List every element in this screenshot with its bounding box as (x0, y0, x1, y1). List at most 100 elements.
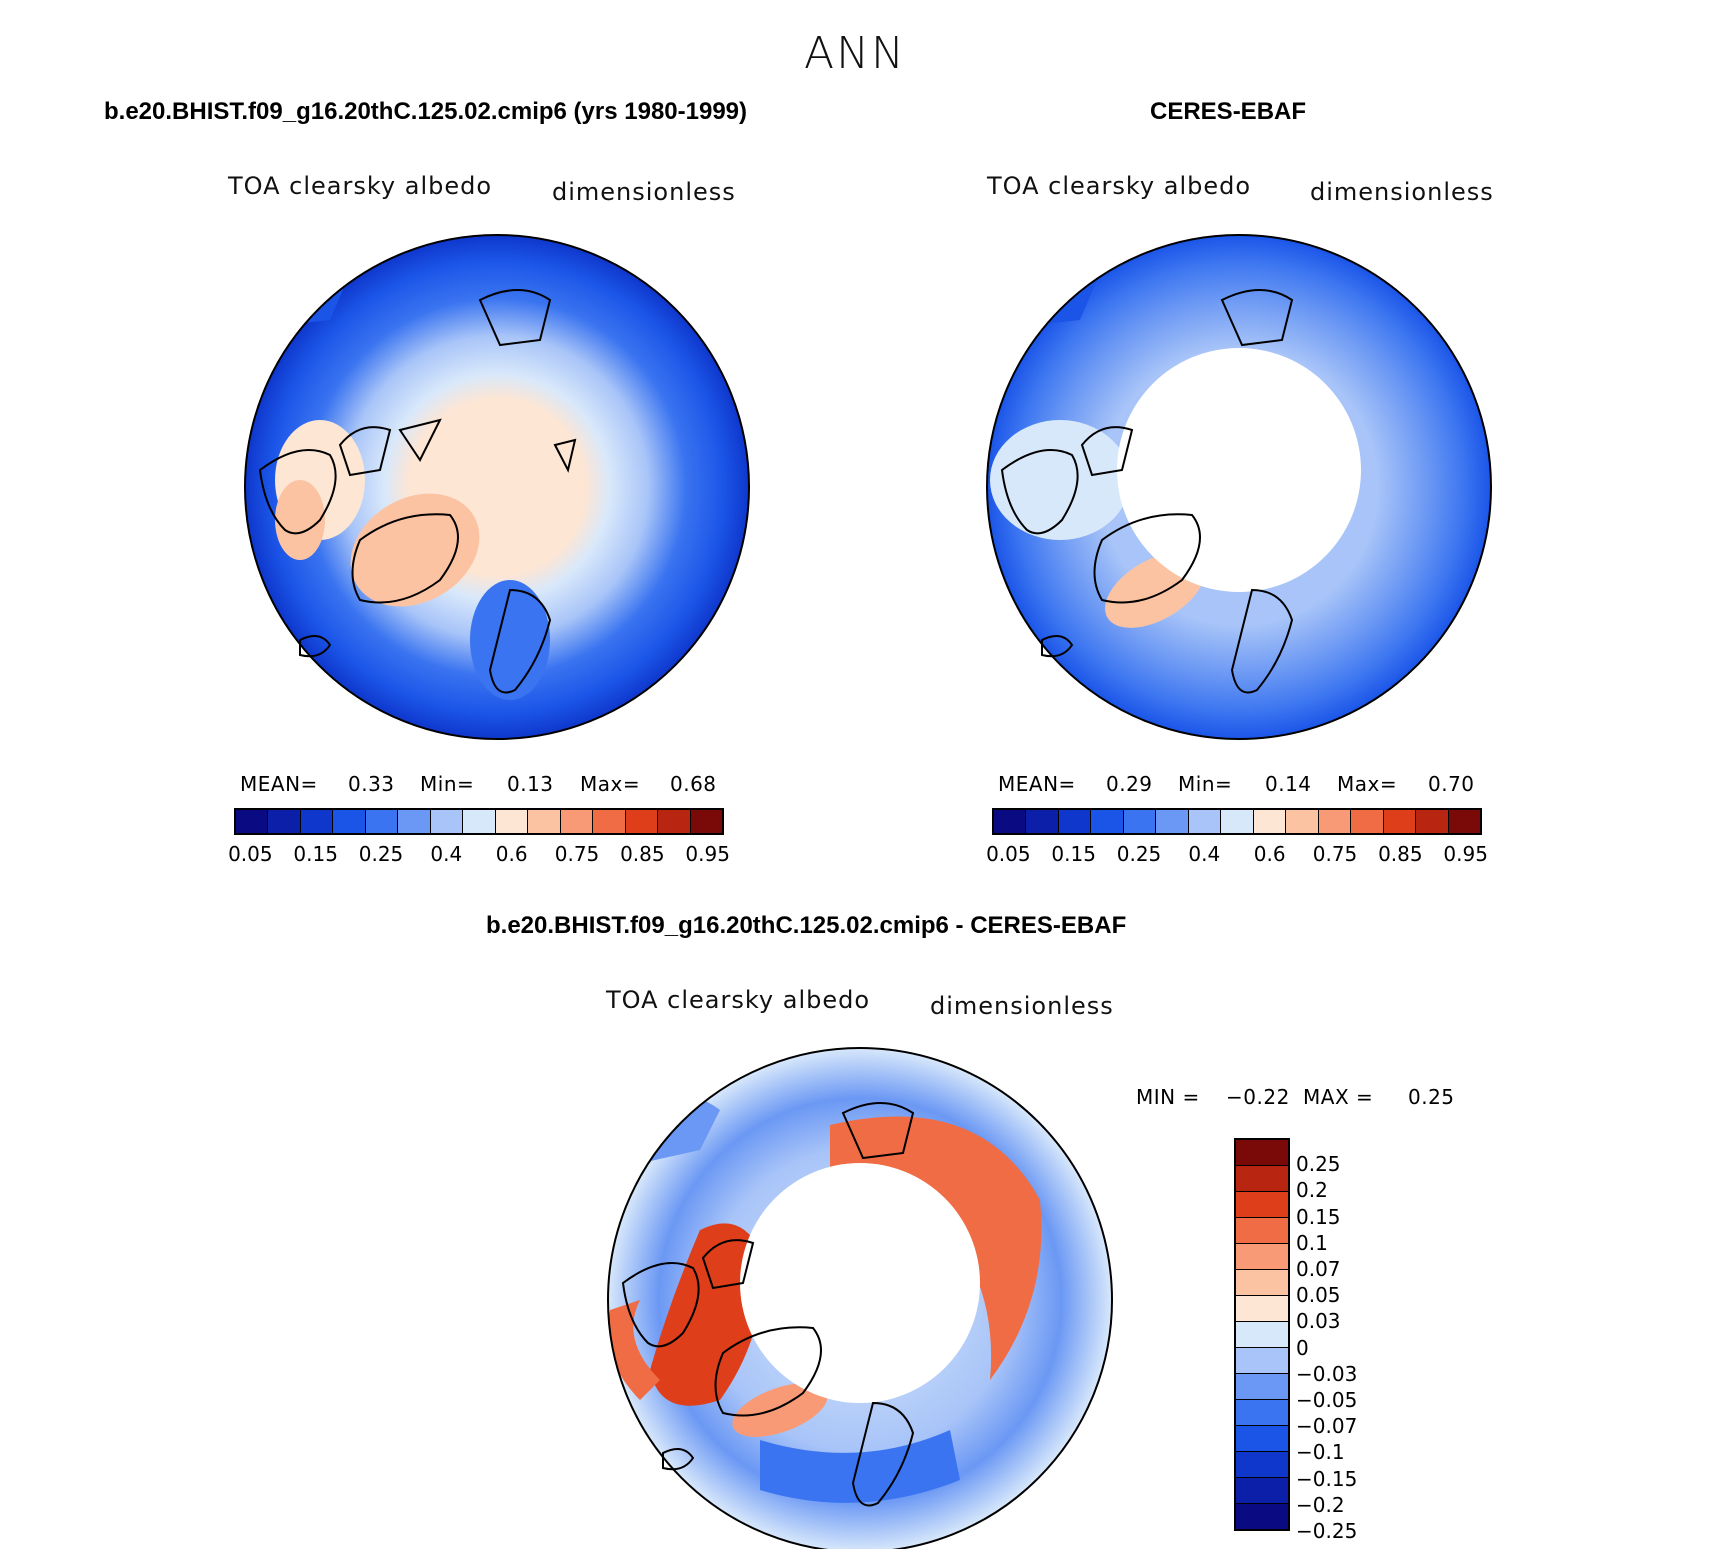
colorbar-tick-label: 0.25 (1296, 1152, 1341, 1177)
colorbar-segment (430, 810, 464, 833)
colorbar-tick-label: 0.15 (1296, 1204, 1341, 1229)
colorbar-segment (658, 810, 691, 833)
panel2-min-label: Min= (1178, 772, 1233, 796)
colorbar-segment (1091, 810, 1124, 833)
colorbar-tick-label: 0.25 (358, 842, 404, 866)
panel2-mean-value: 0.29 (1106, 772, 1153, 796)
colorbar-segment (1156, 810, 1189, 833)
panel2-title: CERES-EBAF (1150, 98, 1307, 125)
colorbar-tick-label: 0.05 (1296, 1283, 1341, 1308)
colorbar-segment (593, 810, 626, 833)
colorbar-tick-label: 0.05 (986, 842, 1031, 866)
colorbar-segment (365, 810, 399, 833)
colorbar-segment (1253, 810, 1287, 833)
panel3-max-value: 0.25 (1408, 1085, 1455, 1109)
figure-title: ANN (804, 28, 906, 79)
colorbar-segment (1221, 810, 1254, 833)
colorbar-segment (1236, 1218, 1288, 1244)
panel1-units: dimensionless (552, 178, 736, 206)
panel1-greenland (350, 493, 480, 607)
colorbar-tick-label: 0.75 (1312, 842, 1358, 866)
colorbar-segment (1236, 1270, 1288, 1296)
panel3-units: dimensionless (930, 992, 1114, 1020)
panel3-max-label: MAX = (1303, 1085, 1374, 1109)
panel1-colorbar (234, 808, 724, 835)
panel3-min-label: MIN = (1136, 1085, 1200, 1109)
colorbar-segment (1236, 1192, 1288, 1218)
colorbar-tick-label: 0.95 (1443, 842, 1488, 866)
colorbar-tick-label: 0.85 (620, 842, 665, 866)
colorbar-tick-label: −0.05 (1296, 1388, 1358, 1412)
panel2-mean-label: MEAN= (998, 772, 1076, 796)
panel3-variable: TOA clearsky albedo (606, 986, 871, 1014)
colorbar-segment (1448, 810, 1481, 833)
panel1-variable: TOA clearsky albedo (228, 172, 493, 200)
colorbar-segment (1236, 1478, 1288, 1504)
panel2-missing-data (1117, 348, 1361, 592)
colorbar-segment (1058, 810, 1092, 833)
colorbar-segment (528, 810, 561, 833)
colorbar-segment (1236, 1348, 1288, 1374)
colorbar-tick-label: −0.2 (1296, 1492, 1345, 1517)
panel2-max-value: 0.70 (1428, 772, 1475, 796)
colorbar-tick-label: 0.4 (430, 842, 463, 866)
colorbar-segment (463, 810, 496, 833)
colorbar-segment (398, 810, 431, 833)
colorbar-segment (1383, 810, 1417, 833)
colorbar-segment (1318, 810, 1352, 833)
panel2-colorbar (992, 808, 1482, 835)
colorbar-tick-label: −0.15 (1296, 1466, 1358, 1491)
colorbar-segment (1236, 1140, 1288, 1166)
colorbar-segment (1123, 810, 1157, 833)
colorbar-tick-label: 0.95 (685, 842, 730, 866)
colorbar-tick-label: −0.25 (1296, 1519, 1358, 1543)
panel3-colorbar-labels: 0.25 0.2 0.15 0.1 0.07 0.05 0.03 0 −0.03 −0.05 −0.… (1296, 1138, 1386, 1543)
panel3-min-value: −0.22 (1226, 1085, 1290, 1109)
panel1-mean-value: 0.33 (348, 772, 395, 796)
colorbar-segment (560, 810, 594, 833)
colorbar-tick-label: −0.07 (1296, 1414, 1358, 1439)
colorbar-segment (1236, 1166, 1288, 1192)
panel2-variable: TOA clearsky albedo (987, 172, 1252, 200)
colorbar-tick-label: −0.1 (1296, 1440, 1345, 1465)
colorbar-tick-label: 0.15 (293, 842, 338, 866)
colorbar-segment (1416, 810, 1449, 833)
panel1-min-value: 0.13 (507, 772, 554, 796)
panel3-colorbar (1234, 1138, 1290, 1531)
colorbar-segment (236, 810, 269, 833)
panel1-min-label: Min= (420, 772, 475, 796)
colorbar-segment (268, 810, 301, 833)
colorbar-segment (690, 810, 723, 833)
panel2-colorbar-labels: 0.05 0.15 0.25 0.4 0.6 0.75 0.85 0.95 (986, 842, 1488, 866)
panel1-colorbar-labels: 0.05 0.15 0.25 0.4 0.6 0.75 0.85 0.95 (228, 842, 730, 866)
panel3-title: b.e20.BHIST.f09_g16.20thC.125.02.cmip6 -… (486, 912, 1127, 939)
colorbar-tick-label: 0.4 (1188, 842, 1221, 866)
colorbar-segment (495, 810, 529, 833)
colorbar-segment (300, 810, 334, 833)
panel1-title: b.e20.BHIST.f09_g16.20thC.125.02.cmip6 (… (104, 98, 748, 125)
colorbar-segment (1236, 1296, 1288, 1322)
panel2-units: dimensionless (1310, 178, 1494, 206)
colorbar-segment (1236, 1426, 1288, 1452)
colorbar-tick-label: 0.6 (495, 842, 528, 866)
panel1-max-value: 0.68 (670, 772, 717, 796)
colorbar-segment (1351, 810, 1384, 833)
colorbar-tick-label: 0.1 (1296, 1230, 1328, 1255)
colorbar-tick-label: 0.2 (1296, 1178, 1328, 1203)
colorbar-segment (1188, 810, 1222, 833)
panel1-max-label: Max= (580, 772, 641, 796)
panel3-missing-data (740, 1163, 980, 1403)
colorbar-tick-label: 0.6 (1253, 842, 1286, 866)
panel2-max-label: Max= (1337, 772, 1398, 796)
colorbar-tick-label: 0.07 (1296, 1257, 1341, 1281)
colorbar-segment (333, 810, 366, 833)
colorbar-tick-label: 0.05 (228, 842, 273, 866)
colorbar-segment (1236, 1322, 1288, 1348)
colorbar-segment (994, 810, 1027, 833)
colorbar-segment (1286, 810, 1319, 833)
colorbar-tick-label: 0.15 (1051, 842, 1096, 866)
colorbar-segment (1026, 810, 1059, 833)
